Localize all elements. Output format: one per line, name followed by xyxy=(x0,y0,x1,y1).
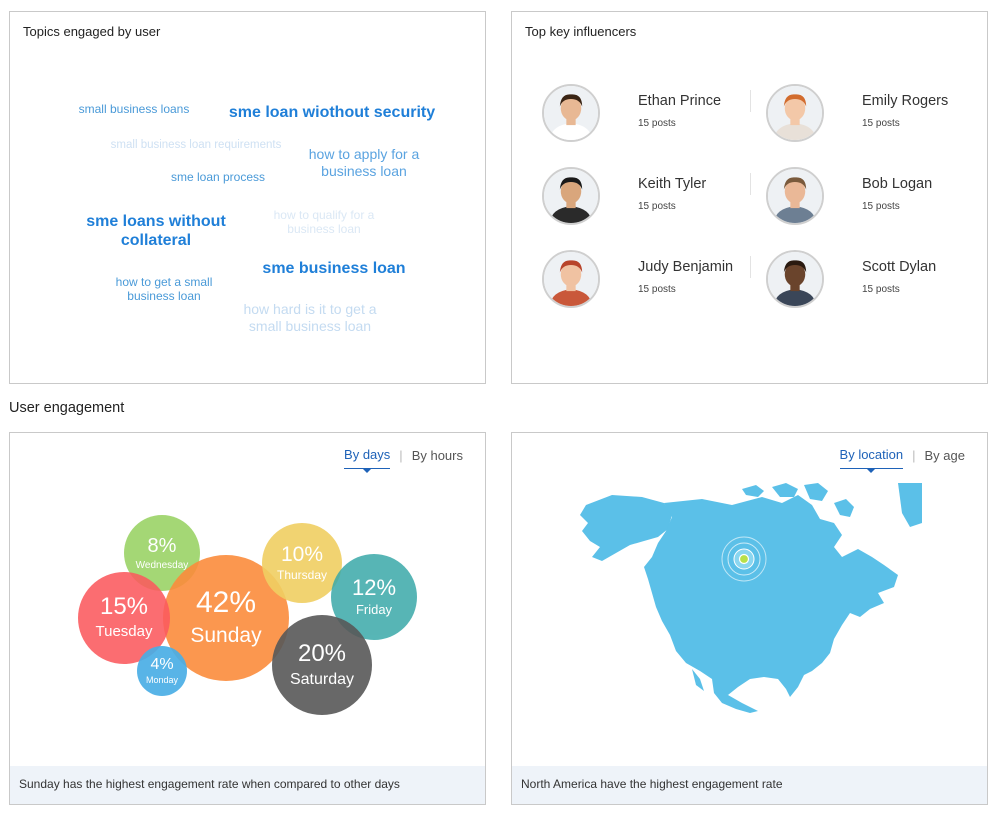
topic-word-line: collateral xyxy=(120,232,192,250)
topic-word-line: sme business loan xyxy=(262,260,406,277)
influencer-name[interactable]: Bob Logan xyxy=(862,176,933,192)
topic-word[interactable]: sme loan wiothout security xyxy=(229,103,435,122)
day-bubble[interactable]: 10% Thursday xyxy=(262,523,342,603)
avatar[interactable] xyxy=(766,167,824,225)
section-title: User engagement xyxy=(9,400,125,416)
bubble-percent: 20% xyxy=(297,639,347,667)
topic-word-line: small business loan xyxy=(248,317,372,334)
avatar[interactable] xyxy=(766,250,824,308)
topic-word[interactable]: sme loans without collateral xyxy=(86,212,226,250)
influencer-name[interactable]: Scott Dylan xyxy=(862,259,937,275)
topic-word-line: sme loans without xyxy=(86,213,226,230)
topic-word-line: how to apply for a xyxy=(308,146,420,162)
location-tabs: By location | By age xyxy=(839,447,965,473)
avatar[interactable] xyxy=(542,167,600,225)
tab-by-hours[interactable]: By hours xyxy=(411,447,463,463)
day-bubble[interactable]: 4% Monday xyxy=(137,646,187,696)
topic-word[interactable]: small business loan requirements xyxy=(111,139,282,153)
topic-word[interactable]: sme business loan xyxy=(262,259,405,278)
influencer-post-count: 15 posts xyxy=(638,284,676,295)
topics-title: Topics engaged by user xyxy=(23,24,161,39)
bubble-percent: 8% xyxy=(147,534,177,557)
day-bubble[interactable]: 20% Saturday xyxy=(272,615,372,715)
topic-word-line: small business loan requirements xyxy=(110,139,282,151)
influencers-card: Top key influencers Ethan Prince 15 posts… xyxy=(511,11,988,384)
day-bubble[interactable]: 12% Friday xyxy=(331,554,417,640)
topic-word[interactable]: how hard is it to get a small business lo… xyxy=(243,301,376,335)
topic-word-line: how hard is it to get a xyxy=(243,301,377,317)
location-insight: North America have the highest engagemen… xyxy=(512,766,987,804)
days-tabs: By days | By hours xyxy=(344,447,463,473)
column-divider xyxy=(750,90,751,112)
bubble-day: Sunday xyxy=(190,624,262,648)
influencer-name[interactable]: Ethan Prince xyxy=(638,93,722,109)
days-insight: Sunday has the highest engagement rate w… xyxy=(10,766,485,804)
tab-separator: | xyxy=(399,447,403,463)
tab-by-location[interactable]: By location xyxy=(839,447,904,473)
north-america-map xyxy=(580,483,922,713)
bubble-percent: 4% xyxy=(150,655,174,673)
bubble-day: Saturday xyxy=(289,670,355,688)
bubble-day: Monday xyxy=(145,674,179,685)
topic-word[interactable]: how to apply for a business loan xyxy=(309,146,420,180)
column-divider xyxy=(750,256,751,278)
tab-separator: | xyxy=(912,447,916,463)
engagement-days-card: By days | By hours 8% Wednesday 42% Sunday 1… xyxy=(9,432,486,805)
tab-by-age[interactable]: By age xyxy=(924,447,965,463)
topics-card: Topics engaged by user small business lo… xyxy=(9,11,486,384)
topic-word-line: how to get a small xyxy=(115,275,213,289)
day-bubble[interactable]: 8% Wednesday xyxy=(124,515,200,591)
avatar[interactable] xyxy=(542,250,600,308)
bubble-percent: 10% xyxy=(280,542,324,566)
influencer-post-count: 15 posts xyxy=(862,118,900,129)
bubble-percent: 42% xyxy=(195,586,257,620)
influencer-name[interactable]: Emily Rogers xyxy=(862,93,949,109)
avatar[interactable] xyxy=(766,84,824,142)
topic-word[interactable]: sme loan process xyxy=(171,170,265,184)
column-divider xyxy=(750,173,751,195)
topic-word-line: sme loan process xyxy=(170,170,266,184)
topic-word[interactable]: how to qualify for a business loan xyxy=(274,208,375,237)
bubble-percent: 15% xyxy=(99,593,149,621)
bubble-day: Tuesday xyxy=(95,623,153,641)
topic-word-line: how to qualify for a xyxy=(273,208,375,222)
influencers-title: Top key influencers xyxy=(525,24,637,39)
topic-word-line: business loan xyxy=(287,222,361,237)
bubble-day: Thursday xyxy=(276,567,328,582)
influencer-post-count: 15 posts xyxy=(638,118,676,129)
engagement-location-card: By location | By age North America xyxy=(511,432,988,805)
topic-word-line: small business loans xyxy=(78,102,190,116)
influencer-name[interactable]: Judy Benjamin xyxy=(638,259,734,275)
topic-word-line: business loan xyxy=(127,289,201,304)
avatar[interactable] xyxy=(542,84,600,142)
bubble-day: Wednesday xyxy=(135,559,189,571)
bubble-day: Friday xyxy=(355,601,393,617)
topic-word-line: business loan xyxy=(321,162,407,179)
influencer-post-count: 15 posts xyxy=(862,201,900,212)
topic-word[interactable]: small business loans xyxy=(79,102,190,116)
topic-word-line: sme loan wiothout security xyxy=(228,104,436,121)
bubble-percent: 12% xyxy=(351,574,397,600)
influencer-name[interactable]: Keith Tyler xyxy=(638,176,707,192)
influencer-post-count: 15 posts xyxy=(862,284,900,295)
topic-word[interactable]: how to get a small business loan xyxy=(116,275,213,304)
tab-by-days[interactable]: By days xyxy=(344,447,391,473)
influencer-post-count: 15 posts xyxy=(638,201,676,212)
